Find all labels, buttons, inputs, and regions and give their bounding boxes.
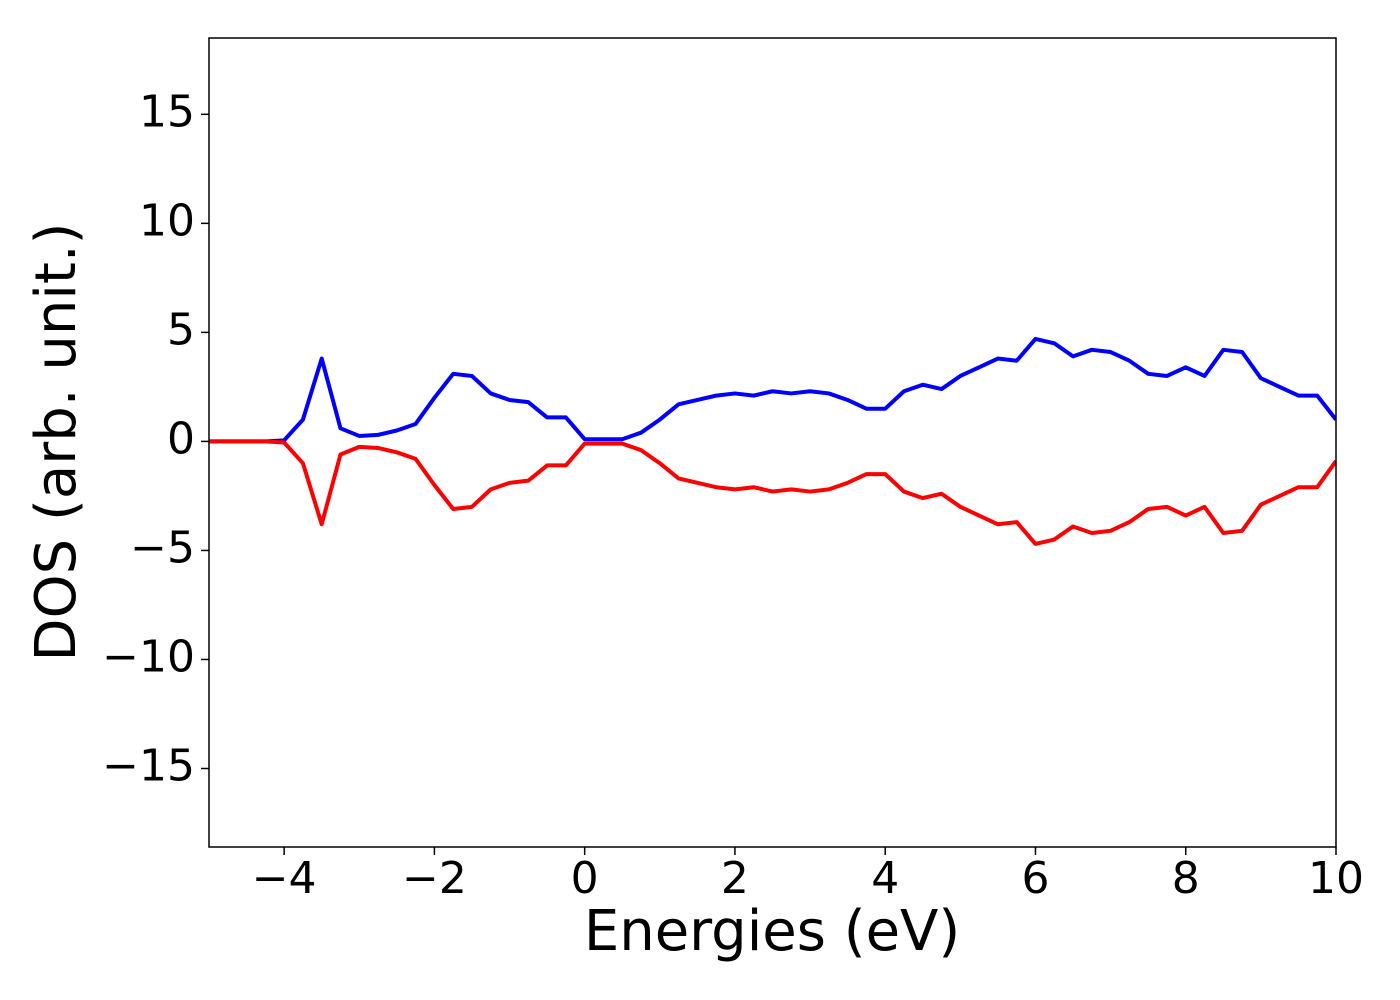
y-tick-label: 5: [167, 304, 195, 355]
x-tick-label: 2: [721, 853, 749, 904]
y-axis-title: DOS (arb. unit.): [24, 222, 89, 661]
x-tick-label: 6: [1021, 853, 1049, 904]
x-axis-title: Energies (eV): [584, 899, 960, 964]
y-tick-label: −5: [130, 522, 195, 573]
x-tick-label: 4: [871, 853, 899, 904]
y-tick-label: 15: [139, 86, 195, 137]
plot-frame: [208, 37, 1337, 848]
y-tick-label: −15: [102, 740, 195, 791]
line: [209, 336, 1336, 444]
x-tick-label: −2: [402, 853, 467, 904]
x-tick-label: −4: [252, 853, 317, 904]
x-tick-label: 0: [571, 853, 599, 904]
x-tick-label: 10: [1308, 853, 1364, 904]
line: [209, 439, 1336, 546]
y-tick-label: −10: [102, 631, 195, 682]
x-tick-label: 8: [1172, 853, 1200, 904]
y-tick-label: 10: [139, 195, 195, 246]
y-tick-label: 0: [167, 413, 195, 464]
